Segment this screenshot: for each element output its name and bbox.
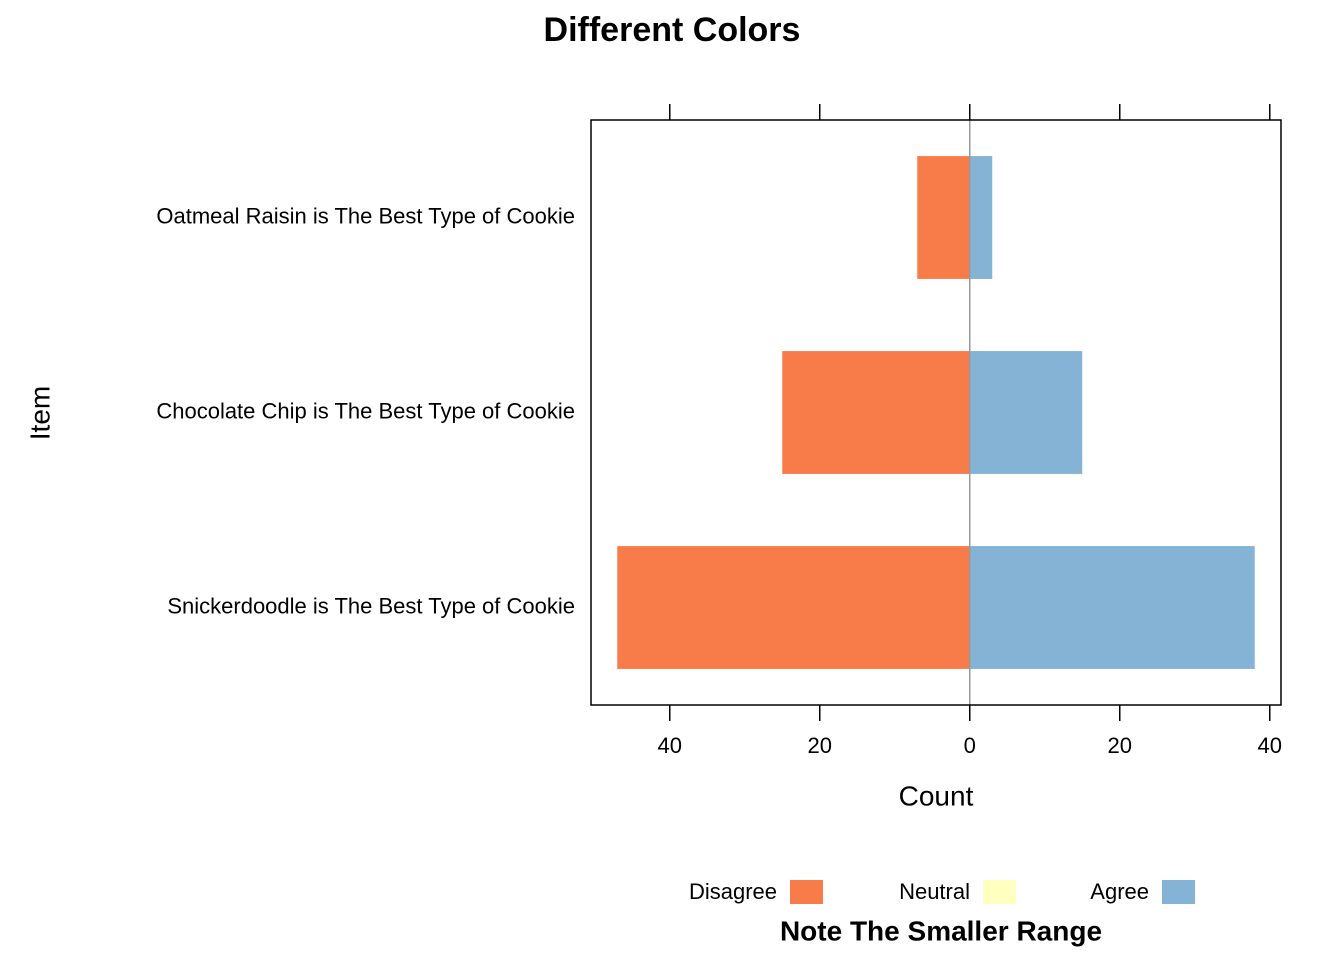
legend-swatch — [983, 880, 1016, 904]
y-tick-label: Oatmeal Raisin is The Best Type of Cooki… — [156, 203, 575, 228]
legend-label: Agree — [1090, 879, 1149, 904]
x-tick-label: 40 — [658, 733, 682, 758]
bar — [969, 156, 993, 279]
y-tick-label: Chocolate Chip is The Best Type of Cooki… — [156, 398, 575, 423]
x-axis-title: Count — [899, 780, 974, 811]
chart-title: Different Colors — [544, 11, 801, 49]
bar — [617, 546, 970, 669]
subtitle: Note The Smaller Range — [780, 915, 1102, 946]
x-tick-label: 20 — [808, 733, 832, 758]
x-tick-label: 20 — [1108, 733, 1132, 758]
y-axis-title: Item — [24, 386, 55, 440]
legend-label: Neutral — [899, 879, 970, 904]
y-tick-label: Snickerdoodle is The Best Type of Cookie — [167, 593, 575, 618]
bar — [969, 351, 1083, 474]
bar — [969, 546, 1255, 669]
legend-swatch — [1162, 880, 1195, 904]
legend-label: Disagree — [689, 879, 777, 904]
bar — [917, 156, 970, 279]
x-tick-label: 40 — [1258, 733, 1282, 758]
plot-frame — [590, 119, 1282, 706]
x-tick-label: 0 — [964, 733, 976, 758]
legend-swatch — [790, 880, 823, 904]
bar — [782, 351, 970, 474]
